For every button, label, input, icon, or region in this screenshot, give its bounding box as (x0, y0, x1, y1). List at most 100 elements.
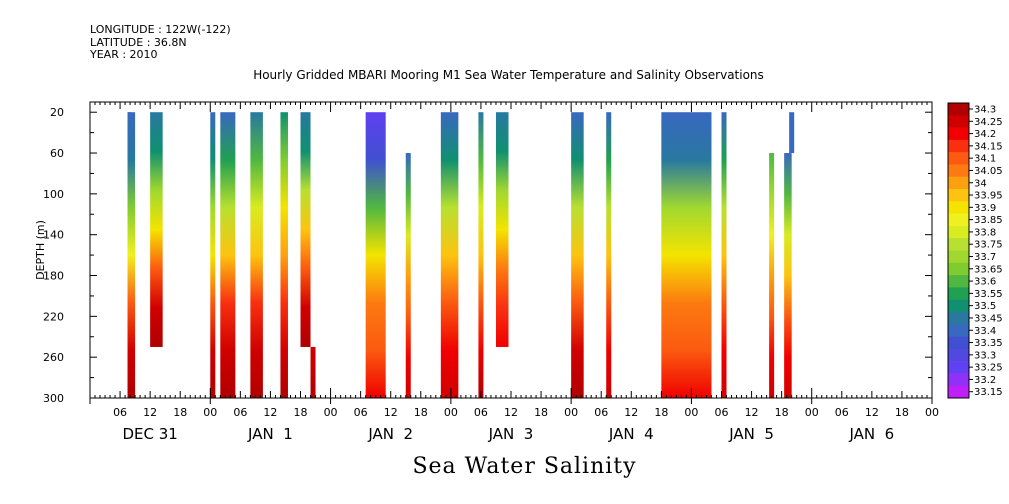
x-tick-label: 00 (925, 406, 939, 419)
x-day-label: DEC 31 (122, 425, 177, 443)
data-column (721, 112, 727, 398)
colorbar-label: 33.95 (974, 191, 1003, 202)
x-tick-label: 12 (745, 406, 759, 419)
x-tick-label: 06 (474, 406, 488, 419)
y-axis: 20 60 100 140 180 220 260 300 (43, 106, 932, 405)
y-tick-label: 100 (43, 188, 64, 201)
colorbar-swatch (948, 287, 969, 300)
data-column (150, 112, 163, 347)
x-tick-label: 00 (203, 406, 217, 419)
x-day-label: JAN 2 (367, 425, 413, 443)
x-tick-label: 12 (143, 406, 157, 419)
colorbar-label: 33.45 (974, 313, 1003, 324)
colorbar-label: 33.15 (974, 387, 1003, 398)
colorbar-label: 33.55 (974, 289, 1003, 300)
x-tick-label: 00 (805, 406, 819, 419)
data-columns (127, 112, 795, 398)
data-column (310, 346, 316, 398)
data-column (478, 112, 484, 398)
x-tick-label: 06 (835, 406, 849, 419)
colorbar-swatch (948, 275, 969, 288)
colorbar-swatch (948, 127, 969, 141)
colorbar-label: 34.3 (974, 105, 996, 116)
x-day-label: JAN 5 (728, 425, 774, 443)
colorbar-swatch (948, 262, 969, 276)
data-column (365, 112, 386, 398)
x-tick-label: 06 (594, 406, 608, 419)
latitude-label: LATITUDE : 36.8N (90, 35, 187, 49)
y-tick-label: 180 (43, 270, 64, 283)
colorbar-swatch (948, 250, 969, 264)
x-tick-label: 06 (233, 406, 247, 419)
colorbar-swatch (948, 336, 969, 350)
colorbar-swatch (948, 213, 969, 227)
colorbar-swatch (948, 189, 969, 202)
colorbar-label: 33.85 (974, 215, 1003, 226)
x-tick-label: 12 (263, 406, 277, 419)
colorbar-swatch (948, 348, 969, 362)
x-tick-label: 00 (564, 406, 578, 419)
x-tick-label: 18 (775, 406, 789, 419)
data-column (440, 112, 459, 398)
plot-title: Hourly Gridded MBARI Mooring M1 Sea Wate… (253, 68, 764, 82)
colorbar-swatch (948, 361, 969, 374)
colorbar-border (947, 102, 970, 399)
year-label: YEAR : 2010 (90, 48, 158, 61)
colorbar-swatch (948, 299, 969, 313)
y-tick-label: 300 (43, 392, 64, 405)
colorbar-label: 34.15 (974, 141, 1003, 152)
colorbar-swatch (948, 324, 969, 337)
data-column (280, 112, 288, 398)
colorbar-swatch (948, 139, 969, 153)
colorbar-label: 33.2 (974, 375, 996, 386)
colorbar-label: 33.65 (974, 264, 1003, 275)
x-axis-title: Sea Water Salinity (412, 454, 637, 479)
x-tick-label: 18 (294, 406, 308, 419)
colorbar: 34.334.2534.234.1534.134.053433.9533.933… (947, 102, 1003, 399)
data-column (250, 112, 263, 398)
colorbar-label: 34.1 (974, 154, 996, 165)
colorbar-swatch (948, 164, 969, 178)
x-day-label: JAN 4 (608, 425, 654, 443)
data-column (661, 112, 712, 398)
data-column (606, 112, 612, 398)
colorbar-label: 33.9 (974, 203, 996, 214)
colorbar-label: 33.75 (974, 240, 1003, 251)
x-tick-label: 00 (444, 406, 458, 419)
colorbar-swatch (948, 115, 969, 128)
x-tick-label: 12 (865, 406, 879, 419)
x-tick-label: 12 (384, 406, 398, 419)
x-tick-label: 00 (684, 406, 698, 419)
x-tick-label: 06 (715, 406, 729, 419)
y-axis-label: DEPTH (m) (34, 220, 47, 280)
colorbar-label: 33.25 (974, 363, 1003, 374)
colorbar-label: 34 (974, 178, 987, 189)
data-column (784, 153, 792, 398)
x-tick-label: 18 (895, 406, 909, 419)
data-column (220, 112, 236, 398)
colorbar-label: 34.25 (974, 117, 1003, 128)
data-column (127, 112, 136, 398)
y-tick-label: 20 (50, 106, 64, 119)
colorbar-label: 33.5 (974, 301, 996, 312)
colorbar-label: 33.4 (974, 326, 996, 337)
colorbar-swatch (948, 201, 969, 214)
colorbar-swatch (948, 176, 969, 190)
data-column (495, 112, 509, 347)
colorbar-swatch (948, 152, 969, 165)
colorbar-label: 33.35 (974, 338, 1003, 349)
colorbar-swatch (948, 311, 969, 325)
colorbar-label: 34.05 (974, 166, 1003, 177)
plot-frame (89, 101, 933, 399)
x-day-label: JAN 3 (488, 425, 534, 443)
colorbar-swatch (948, 238, 969, 251)
colorbar-label: 33.7 (974, 252, 996, 263)
x-day-label: JAN 6 (848, 425, 894, 443)
colorbar-label: 33.6 (974, 277, 996, 288)
colorbar-swatch (948, 373, 969, 387)
x-tick-label: 18 (414, 406, 428, 419)
x-tick-label: 06 (113, 406, 127, 419)
data-column (789, 112, 795, 154)
y-tick-label: 140 (43, 229, 64, 242)
